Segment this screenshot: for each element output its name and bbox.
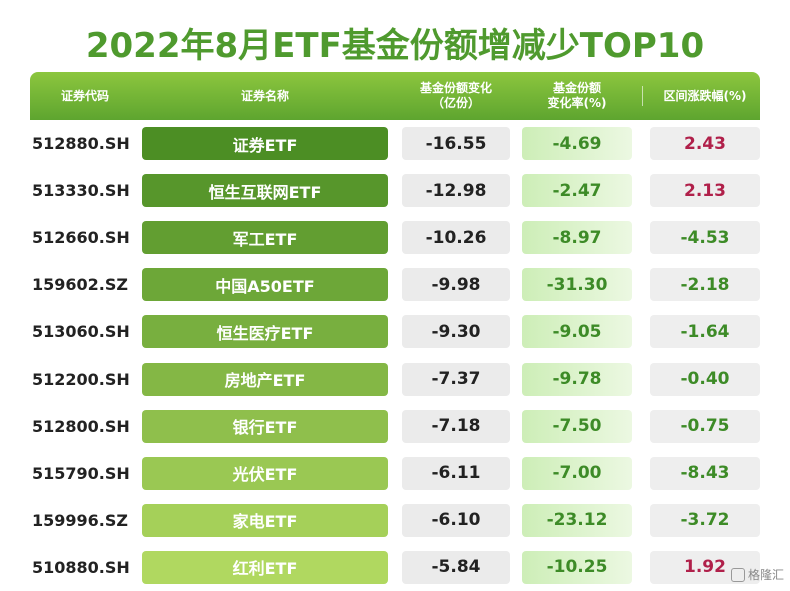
header-name: 证券名称	[240, 88, 289, 103]
row-share-change: -10.26	[402, 221, 510, 255]
row-change-rate: -2.47	[522, 174, 632, 208]
table-row: 515790.SH 光伏ETF -6.11 -7.00 -8.43	[0, 450, 790, 497]
row-name: 光伏ETF	[142, 456, 388, 490]
row-share-change: -12.98	[402, 174, 510, 208]
row-period-return: -3.72	[650, 503, 760, 537]
table-row: 513060.SH 恒生医疗ETF -9.30 -9.05 -1.64	[0, 308, 790, 355]
row-change-rate: -31.30	[522, 268, 632, 302]
row-code: 512880.SH	[32, 134, 130, 153]
table-row: 512660.SH 军工ETF -10.26 -8.97 -4.53	[0, 214, 790, 261]
row-share-change: -9.30	[402, 315, 510, 349]
row-period-return: -4.53	[650, 221, 760, 255]
table-row: 159602.SZ 中国A50ETF -9.98 -31.30 -2.18	[0, 261, 790, 308]
row-share-change: -16.55	[402, 127, 510, 160]
header-separator	[642, 86, 643, 106]
header-code: 证券代码	[60, 88, 109, 103]
row-name: 恒生互联网ETF	[142, 174, 388, 208]
row-code: 513330.SH	[32, 181, 130, 201]
row-name: 中国A50ETF	[142, 268, 388, 302]
row-period-return: -0.40	[650, 362, 760, 396]
row-name: 银行ETF	[142, 409, 388, 443]
row-share-change: -6.10	[402, 503, 510, 537]
row-code: 513060.SH	[32, 322, 130, 342]
header-rate-line1: 基金份额	[552, 81, 601, 95]
watermark-logo-icon	[730, 567, 745, 582]
table-header: 证券代码 证券名称 基金份额变化 （亿份） 基金份额 变化率(%) 区间涨跌幅(…	[30, 72, 760, 120]
row-share-change: -5.84	[402, 550, 510, 584]
row-code: 512200.SH	[32, 369, 130, 389]
row-code: 510880.SH	[32, 557, 130, 577]
header-change-line1: 基金份额变化	[419, 81, 492, 95]
row-code: 515790.SH	[32, 463, 130, 483]
row-name: 证券ETF	[142, 127, 388, 160]
table-row: 512200.SH 房地产ETF -7.37 -9.78 -0.40	[0, 356, 790, 403]
row-change-rate: -9.05	[522, 315, 632, 349]
table-row: 512880.SH 证券ETF -16.55 -4.69 2.43	[0, 120, 790, 167]
row-name: 房地产ETF	[142, 362, 388, 396]
row-code: 159602.SZ	[32, 275, 128, 295]
row-change-rate: -7.00	[522, 456, 632, 490]
row-change-rate: -23.12	[522, 503, 632, 537]
header-change: 基金份额变化 （亿份）	[402, 72, 510, 120]
row-share-change: -6.11	[402, 456, 510, 490]
row-change-rate: -10.25	[522, 550, 632, 584]
header-rate: 基金份额 变化率(%)	[522, 72, 632, 120]
row-period-return: 1.92	[650, 550, 760, 584]
header-change-line2: （亿份）	[431, 96, 480, 110]
table-row: 159996.SZ 家电ETF -6.10 -23.12 -3.72	[0, 497, 790, 544]
row-name: 恒生医疗ETF	[142, 315, 388, 349]
row-change-rate: -4.69	[522, 127, 632, 160]
row-code: 512800.SH	[32, 416, 130, 436]
row-name: 军工ETF	[142, 221, 388, 255]
row-share-change: -7.37	[402, 362, 510, 396]
row-change-rate: -7.50	[522, 409, 632, 443]
row-period-return: -2.18	[650, 268, 760, 302]
watermark-text: 格隆汇	[747, 568, 784, 582]
row-period-return: 2.13	[650, 174, 760, 208]
table-row: 510880.SH 红利ETF -5.84 -10.25 1.92	[0, 544, 790, 591]
row-share-change: -7.18	[402, 409, 510, 443]
row-period-return: -1.64	[650, 315, 760, 349]
row-code: 512660.SH	[32, 228, 130, 248]
row-name: 红利ETF	[142, 550, 388, 584]
row-change-rate: -9.78	[522, 362, 632, 396]
row-period-return: -8.43	[650, 456, 760, 490]
watermark: 格隆汇	[730, 566, 784, 583]
table-row: 513330.SH 恒生互联网ETF -12.98 -2.47 2.13	[0, 167, 790, 214]
row-change-rate: -8.97	[522, 221, 632, 255]
header-perf: 区间涨跌幅(%)	[663, 88, 747, 103]
table-row: 512800.SH 银行ETF -7.18 -7.50 -0.75	[0, 403, 790, 450]
row-code: 159996.SZ	[32, 510, 128, 530]
row-name: 家电ETF	[142, 503, 388, 537]
row-period-return: 2.43	[650, 127, 760, 160]
row-share-change: -9.98	[402, 268, 510, 302]
page-title: 2022年8月ETF基金份额增减少TOP10	[85, 26, 705, 66]
header-rate-line2: 变化率(%)	[547, 96, 607, 110]
row-period-return: -0.75	[650, 409, 760, 443]
